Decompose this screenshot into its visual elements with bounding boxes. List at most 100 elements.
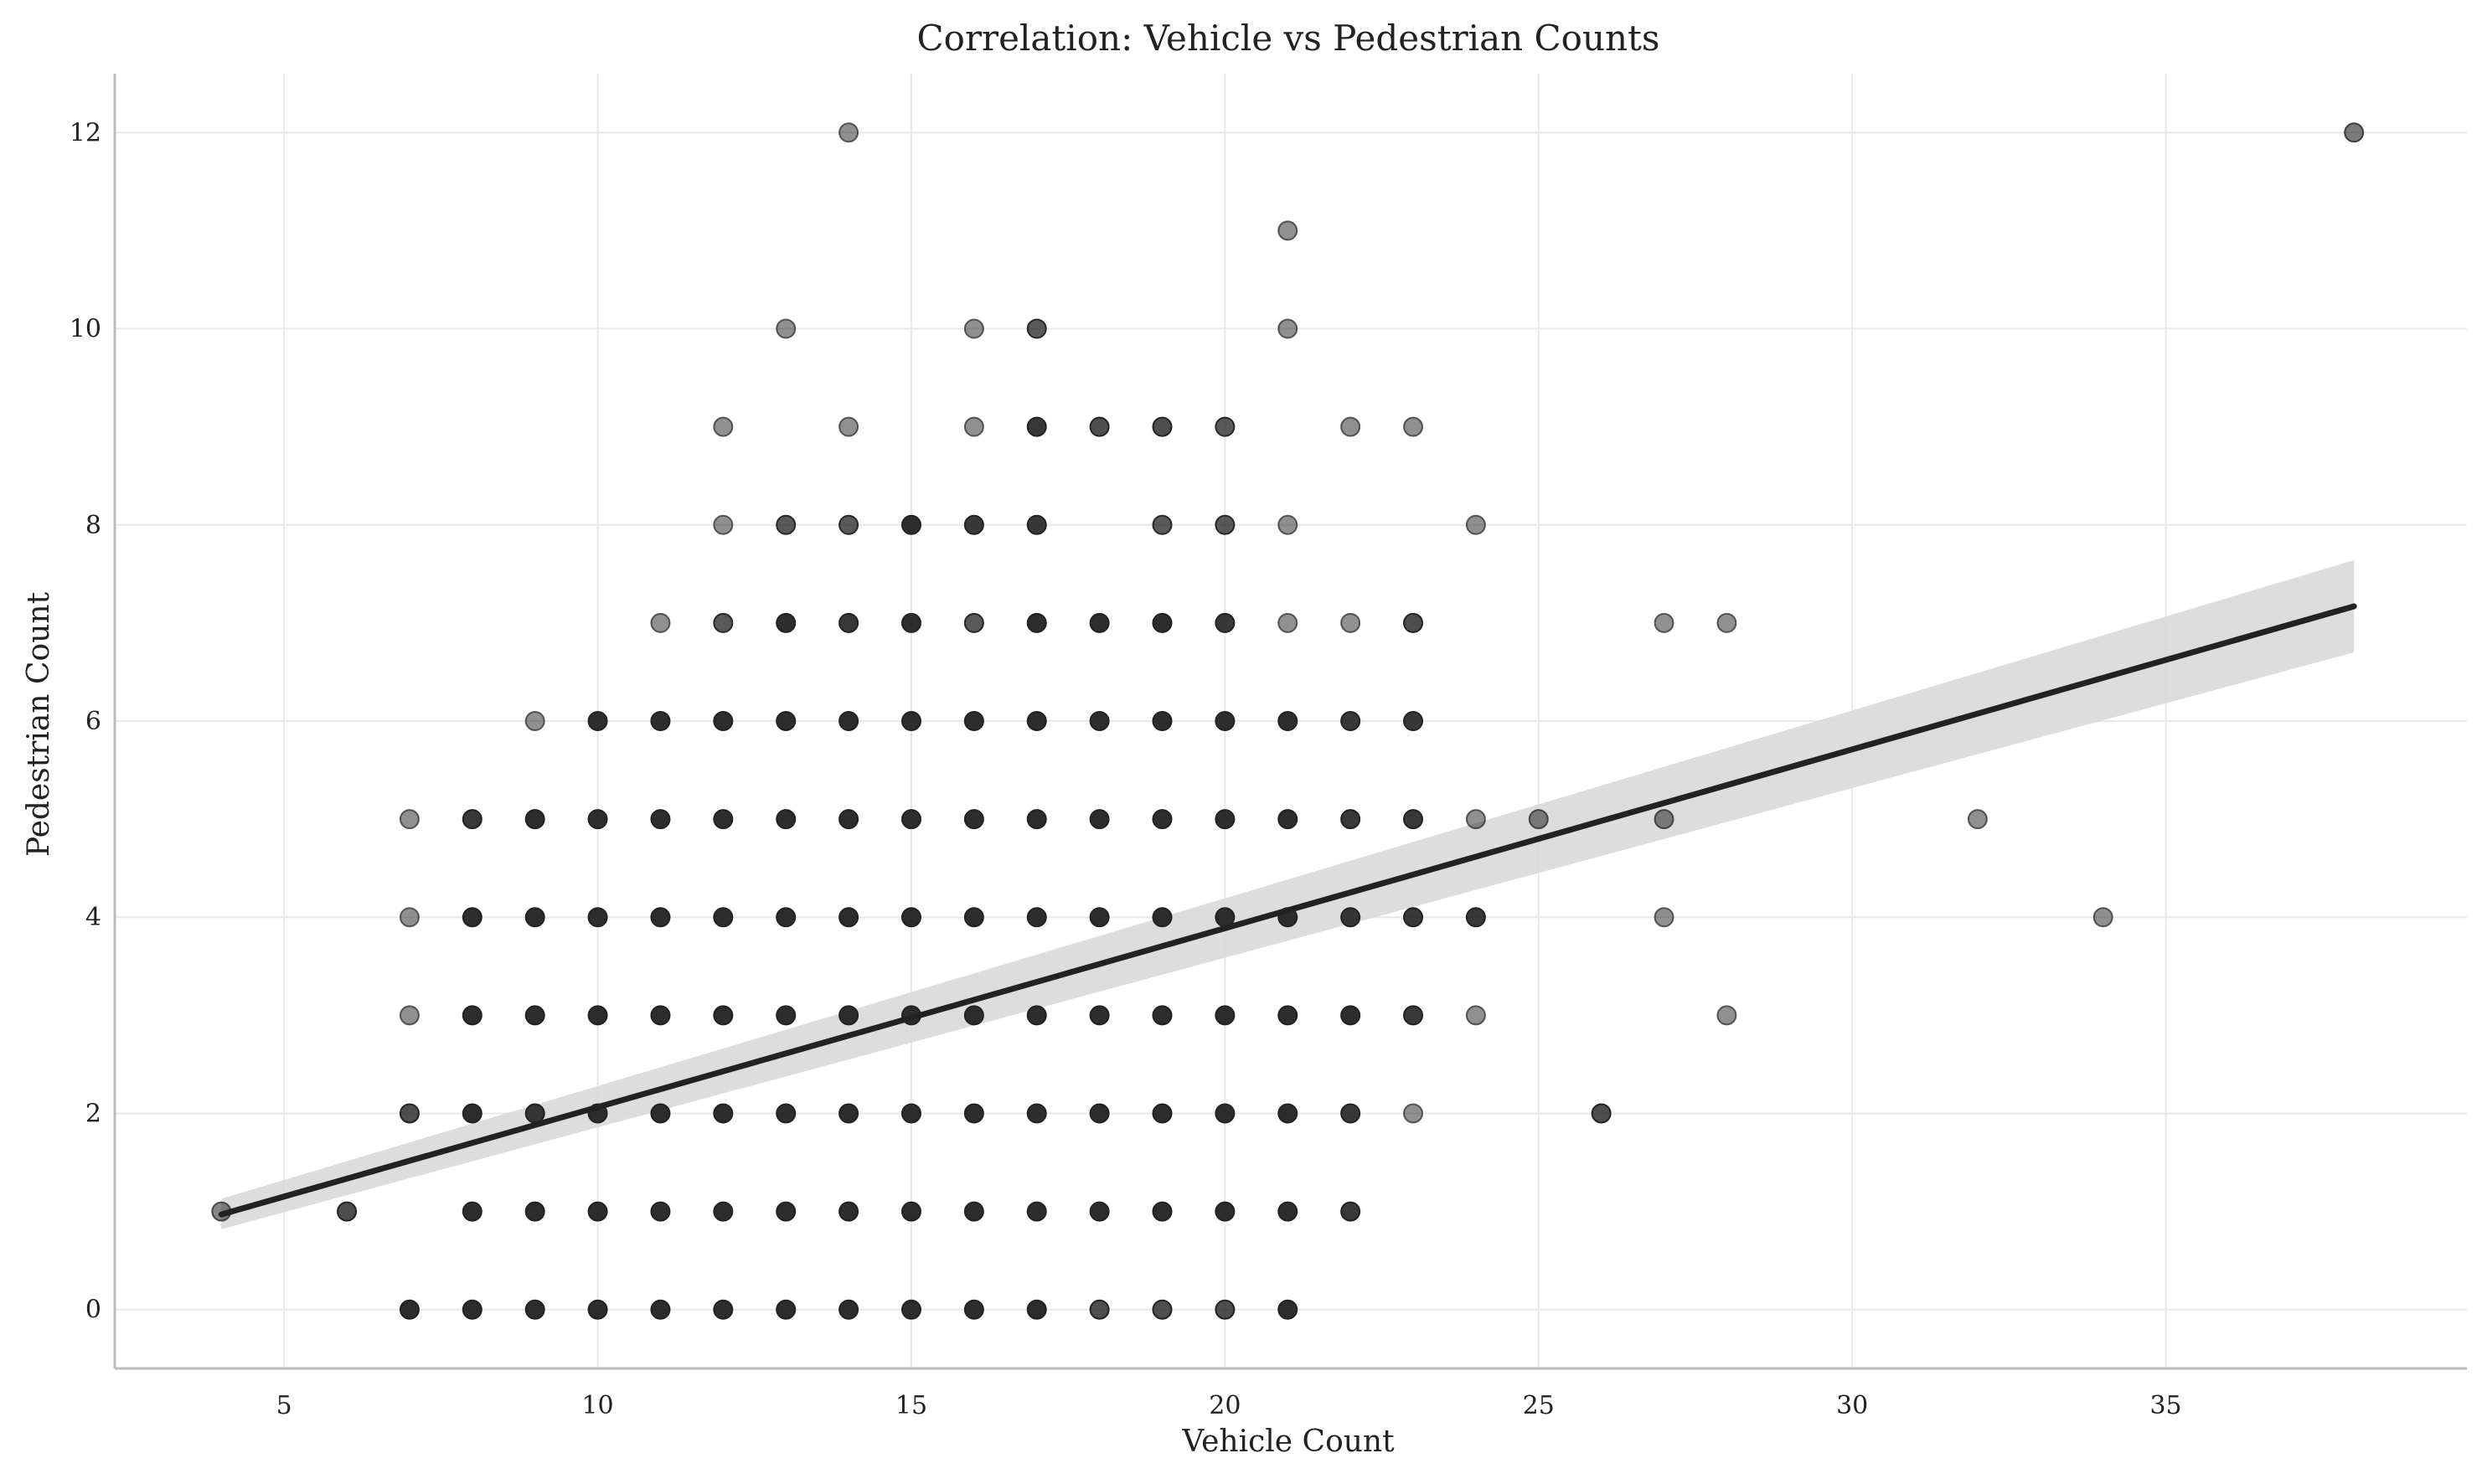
scatter-point xyxy=(1340,711,1361,731)
x-tick-label: 10 xyxy=(581,1391,613,1420)
scatter-point xyxy=(1465,1005,1486,1026)
scatter-point xyxy=(1277,612,1298,633)
scatter-point xyxy=(1277,220,1298,241)
scatter-point xyxy=(462,1299,482,1320)
scatter-point xyxy=(524,907,545,928)
scatter-point xyxy=(713,416,734,437)
scatter-point xyxy=(587,809,608,830)
scatter-point xyxy=(650,1201,671,1222)
y-tick-label: 4 xyxy=(85,903,101,932)
scatter-point xyxy=(2092,907,2113,928)
scatter-point xyxy=(838,612,859,633)
scatter-point xyxy=(713,1299,734,1320)
scatter-point xyxy=(1089,711,1110,731)
scatter-point xyxy=(838,809,859,830)
scatter-point xyxy=(1215,1005,1236,1026)
scatter-point xyxy=(963,907,984,928)
scatter-point xyxy=(1403,711,1424,731)
scatter-point xyxy=(963,612,984,633)
scatter-point xyxy=(650,809,671,830)
scatter-point xyxy=(1152,514,1173,535)
scatter-point xyxy=(900,711,921,731)
scatter-point xyxy=(650,1299,671,1320)
y-axis-label: Pedestrian Count xyxy=(22,591,56,857)
tick-labels: 5 10 15 20 25 30 35 0 2 4 6 8 10 12 xyxy=(70,118,2182,1420)
scatter-point xyxy=(776,318,797,339)
scatter-point xyxy=(963,318,984,339)
scatter-point xyxy=(1403,1103,1424,1124)
scatter-point xyxy=(1654,809,1674,830)
scatter-point xyxy=(963,809,984,830)
scatter-point xyxy=(399,907,420,928)
scatter-point xyxy=(1654,612,1674,633)
x-tick-label: 25 xyxy=(1523,1391,1555,1420)
scatter-point xyxy=(713,1201,734,1222)
scatter-point xyxy=(1026,514,1047,535)
scatter-point xyxy=(1026,711,1047,731)
scatter-point xyxy=(1089,1005,1110,1026)
scatter-point xyxy=(1215,1299,1236,1320)
scatter-point xyxy=(900,809,921,830)
scatter-point xyxy=(776,711,797,731)
regression-line-layer xyxy=(218,603,2357,1218)
scatter-point xyxy=(1089,1299,1110,1320)
scatter-point xyxy=(1277,318,1298,339)
scatter-point xyxy=(587,1005,608,1026)
scatter-point xyxy=(1340,1201,1361,1222)
scatter-point xyxy=(1277,809,1298,830)
scatter-point xyxy=(1654,907,1674,928)
scatter-point xyxy=(1026,1299,1047,1320)
scatter-point xyxy=(838,1299,859,1320)
scatter-point xyxy=(776,1201,797,1222)
scatter-point xyxy=(1340,416,1361,437)
scatter-point xyxy=(1340,809,1361,830)
x-axis-label: Vehicle Count xyxy=(1181,1425,1395,1459)
scatter-point xyxy=(776,809,797,830)
scatter-point xyxy=(838,1005,859,1026)
scatter-point xyxy=(1403,612,1424,633)
scatter-point xyxy=(587,907,608,928)
scatter-point xyxy=(838,711,859,731)
scatter-point xyxy=(1152,711,1173,731)
scatter-point xyxy=(1152,1201,1173,1222)
x-tick-label: 5 xyxy=(276,1391,292,1420)
scatter-point xyxy=(1089,907,1110,928)
scatter-point xyxy=(1215,416,1236,437)
x-tick-label: 30 xyxy=(1836,1391,1868,1420)
scatter-point xyxy=(1152,809,1173,830)
scatter-point xyxy=(1026,809,1047,830)
scatter-point xyxy=(1215,1201,1236,1222)
scatter-point xyxy=(1152,416,1173,437)
scatter-point xyxy=(838,416,859,437)
scatter-point xyxy=(776,1299,797,1320)
scatter-point xyxy=(900,514,921,535)
scatter-point xyxy=(963,1299,984,1320)
scatter-point xyxy=(337,1201,358,1222)
scatter-point xyxy=(1403,1005,1424,1026)
scatter-point xyxy=(1403,809,1424,830)
scatter-point xyxy=(713,711,734,731)
scatter-point xyxy=(1089,416,1110,437)
scatter-point xyxy=(1277,1299,1298,1320)
scatter-point xyxy=(713,809,734,830)
chart-title: Correlation: Vehicle vs Pedestrian Count… xyxy=(917,18,1660,59)
scatter-point xyxy=(1026,1005,1047,1026)
scatter-point xyxy=(1215,514,1236,535)
scatter-point xyxy=(1277,1103,1298,1124)
scatter-point xyxy=(650,1005,671,1026)
scatter-point xyxy=(524,1005,545,1026)
scatter-point xyxy=(2344,122,2365,143)
scatter-point xyxy=(1277,711,1298,731)
scatter-point xyxy=(1026,1201,1047,1222)
scatter-point xyxy=(1215,612,1236,633)
scatter-point xyxy=(462,1103,482,1124)
scatter-point xyxy=(462,1005,482,1026)
scatter-point xyxy=(1340,907,1361,928)
scatter-point xyxy=(838,1103,859,1124)
x-tick-label: 20 xyxy=(1209,1391,1241,1420)
scatter-point xyxy=(963,514,984,535)
scatter-point xyxy=(1026,318,1047,339)
scatter-point xyxy=(963,416,984,437)
scatter-point xyxy=(1967,809,1988,830)
